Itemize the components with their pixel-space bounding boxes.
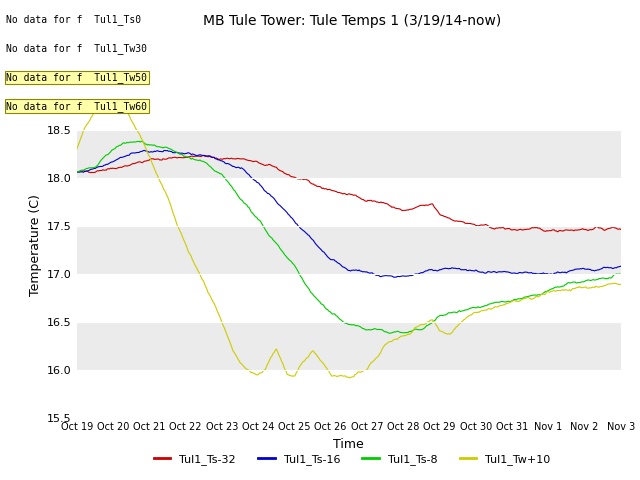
Line: Tul1_Ts-32: Tul1_Ts-32 [77,156,621,232]
Tul1_Ts-16 [369,270,376,276]
Tul1_Ts-32 [200,153,208,158]
Tul1_Ts-16 [390,275,398,280]
Tul1_Ts-16 [521,269,529,275]
Line: Tul1_Tw+10: Tul1_Tw+10 [77,100,621,378]
Tul1_Ts-8 [369,326,376,332]
Legend: Tul1_Ts-32, Tul1_Ts-16, Tul1_Ts-8, Tul1_Tw+10: Tul1_Ts-32, Tul1_Ts-16, Tul1_Ts-8, Tul1_… [149,450,555,469]
Tul1_Ts-8 [336,316,344,322]
Tul1_Tw+10 [109,97,116,103]
Text: No data for f  Tul1_Tw30: No data for f Tul1_Tw30 [6,43,147,54]
Tul1_Ts-8 [73,169,81,175]
Tul1_Tw+10 [617,282,625,288]
Tul1_Tw+10 [399,333,406,339]
Bar [77,178,621,226]
Tul1_Tw+10 [346,375,353,381]
Bar [77,72,621,130]
Tul1_Ts-32 [336,190,344,195]
Tul1_Tw+10 [332,373,340,379]
Tul1_Ts-32 [398,207,406,213]
Tul1_Tw+10 [73,146,81,152]
Tul1_Ts-8 [135,138,143,144]
Tul1_Ts-8 [332,313,340,319]
Text: No data for f  Tul1_Ts0: No data for f Tul1_Ts0 [6,14,141,25]
Tul1_Tw+10 [369,358,377,364]
Tul1_Ts-8 [521,294,529,300]
Tul1_Ts-32 [617,227,625,232]
Bar [77,370,621,418]
Tul1_Ts-8 [606,275,614,281]
Tul1_Ts-8 [617,272,625,277]
Tul1_Ts-16 [141,147,148,153]
Tul1_Tw+10 [606,281,614,287]
Tul1_Tw+10 [336,373,344,379]
Tul1_Ts-16 [332,259,340,264]
Tul1_Ts-32 [554,229,561,235]
Tul1_Ts-32 [606,225,614,231]
Tul1_Ts-32 [369,198,376,204]
Tul1_Ts-16 [606,265,614,271]
Line: Tul1_Ts-16: Tul1_Ts-16 [77,150,621,277]
Text: MB Tule Tower: Tule Temps 1 (3/19/14-now): MB Tule Tower: Tule Temps 1 (3/19/14-now… [203,14,501,28]
Tul1_Ts-32 [73,169,81,175]
Tul1_Ts-32 [520,227,527,233]
Tul1_Tw+10 [521,296,529,301]
Tul1_Ts-8 [399,330,406,336]
Tul1_Ts-16 [617,264,625,269]
Tul1_Ts-8 [386,330,394,336]
Text: No data for f  Tul1_Tw60: No data for f Tul1_Tw60 [6,101,147,112]
X-axis label: Time: Time [333,438,364,451]
Tul1_Ts-16 [399,273,406,279]
Line: Tul1_Ts-8: Tul1_Ts-8 [77,141,621,333]
Tul1_Ts-16 [336,261,344,266]
Bar [77,274,621,322]
Y-axis label: Temperature (C): Temperature (C) [29,194,42,296]
Tul1_Ts-16 [73,169,81,175]
Tul1_Ts-32 [332,189,340,194]
Text: No data for f  Tul1_Tw50: No data for f Tul1_Tw50 [6,72,147,83]
